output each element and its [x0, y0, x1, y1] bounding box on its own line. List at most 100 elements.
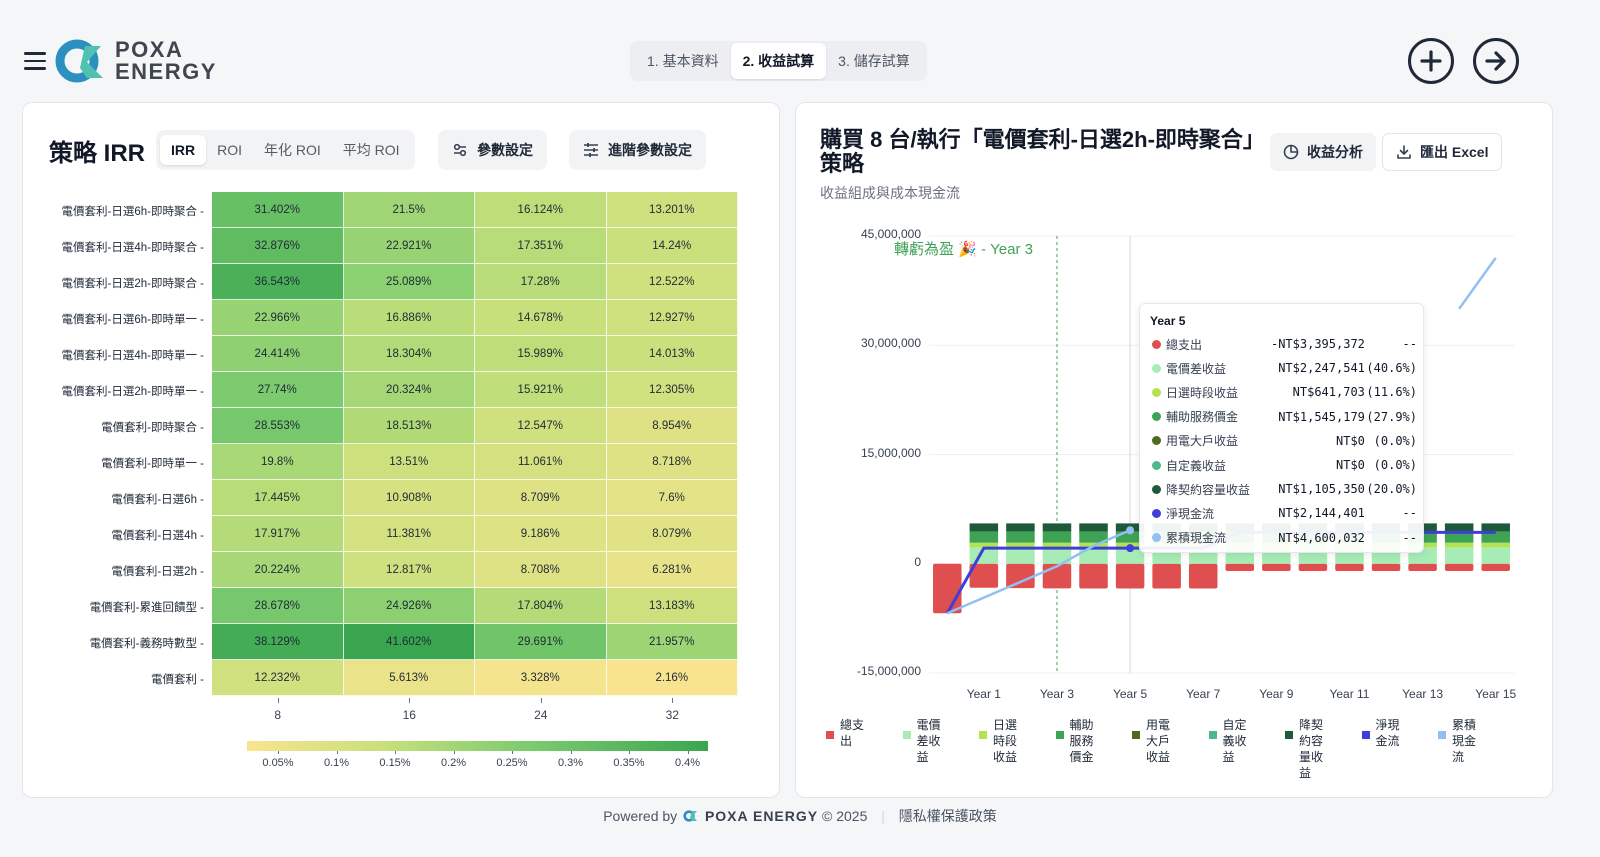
heatmap-cell[interactable]: 24.926%: [343, 588, 475, 624]
heatmap-cell[interactable]: 7.6%: [606, 480, 738, 516]
heatmap-cell[interactable]: 8.709%: [475, 480, 607, 516]
heatmap-cell[interactable]: 36.543%: [212, 264, 344, 300]
heatmap-cell[interactable]: 14.24%: [606, 228, 738, 264]
heatmap-cell[interactable]: 38.129%: [212, 624, 344, 660]
heatmap-cell[interactable]: 12.305%: [606, 372, 738, 408]
heatmap-cell[interactable]: 8.954%: [606, 408, 738, 444]
heatmap-cell[interactable]: 6.281%: [606, 552, 738, 588]
heatmap-cell[interactable]: 15.989%: [475, 336, 607, 372]
legend-item[interactable]: 電價差收益: [902, 717, 949, 765]
legend-swatch: [1055, 731, 1064, 739]
x-tick-label: Year 3: [1039, 687, 1075, 701]
heatmap-cell[interactable]: 8.079%: [606, 516, 738, 552]
heatmap-cell[interactable]: 41.602%: [343, 624, 475, 660]
heatmap-cell[interactable]: 17.28%: [475, 264, 607, 300]
heatmap-cell[interactable]: 12.232%: [212, 660, 344, 696]
heatmap-cell[interactable]: 17.351%: [475, 228, 607, 264]
heatmap-cell[interactable]: 19.8%: [212, 444, 344, 480]
heatmap-cell[interactable]: 14.678%: [475, 300, 607, 336]
legend-item[interactable]: 淨現金流: [1361, 717, 1408, 749]
legend-item[interactable]: 降契約容量收益: [1285, 717, 1331, 781]
heatmap-cell[interactable]: 8.708%: [475, 552, 607, 588]
step-tabs: 1. 基本資料 2. 收益試算 3. 儲存試算: [630, 41, 927, 81]
bar-日選時段收益: [1042, 542, 1072, 548]
heatmap-cell[interactable]: 13.51%: [343, 444, 475, 480]
heatmap-cell[interactable]: 20.324%: [343, 372, 475, 408]
heatmap-cell[interactable]: 18.513%: [343, 408, 475, 444]
heatmap-cell[interactable]: 24.414%: [212, 336, 344, 372]
revenue-analysis-button[interactable]: 收益分析: [1270, 133, 1376, 171]
export-excel-button[interactable]: 匯出 Excel: [1382, 133, 1503, 171]
bar-總支出: [1481, 563, 1510, 572]
heatmap-cell[interactable]: 8.718%: [606, 444, 738, 480]
heatmap-cell[interactable]: 32.876%: [212, 228, 344, 264]
legend-label: 降契約容量收益: [1299, 718, 1324, 780]
bar-總支出: [1335, 563, 1364, 572]
heatmap-cell[interactable]: 28.678%: [212, 588, 344, 624]
heatmap-cell[interactable]: 21.957%: [606, 624, 738, 660]
heatmap-cell[interactable]: 12.522%: [606, 264, 738, 300]
heatmap-cell[interactable]: 31.402%: [212, 192, 344, 228]
heatmap-col-label: 16: [402, 708, 416, 722]
adjustments-icon: [584, 143, 598, 157]
hamburger-menu-icon[interactable]: [24, 52, 46, 70]
heatmap-cell[interactable]: 25.089%: [343, 264, 475, 300]
heatmap-cell[interactable]: 11.381%: [343, 516, 475, 552]
add-button[interactable]: [1408, 38, 1454, 84]
bar-降契約容量收益: [1042, 523, 1072, 532]
bar-輔助服務價金: [969, 531, 999, 543]
tab-roi[interactable]: ROI: [217, 142, 243, 158]
next-button[interactable]: [1473, 38, 1519, 84]
scale-tick: [395, 751, 396, 754]
heatmap-cell[interactable]: 15.921%: [475, 372, 607, 408]
chart-subtitle: 收益組成與成本現金流: [820, 185, 960, 201]
heatmap-cell[interactable]: 2.16%: [606, 660, 738, 696]
heatmap-cell[interactable]: 17.917%: [212, 516, 344, 552]
tab-irr[interactable]: IRR: [160, 135, 207, 165]
heatmap-cell[interactable]: 22.966%: [212, 300, 344, 336]
heatmap-cell[interactable]: 11.061%: [475, 444, 607, 480]
heatmap-cell[interactable]: 29.691%: [475, 624, 607, 660]
param-settings-button[interactable]: 參數設定: [438, 130, 547, 170]
tab-average-roi[interactable]: 平均 ROI: [342, 142, 400, 158]
heatmap-cell[interactable]: 16.886%: [343, 300, 475, 336]
heatmap-cell[interactable]: 3.328%: [475, 660, 607, 696]
legend-item[interactable]: 用電大戶收益: [1132, 717, 1178, 765]
heatmap-cell[interactable]: 28.553%: [212, 408, 344, 444]
bar-電價差收益: [1444, 547, 1474, 564]
footer-powered: Powered by: [603, 808, 678, 824]
heatmap-cell[interactable]: 12.927%: [606, 300, 738, 336]
heatmap-cell[interactable]: 12.817%: [343, 552, 475, 588]
tab-save-calc[interactable]: 3. 儲存試算: [838, 53, 910, 69]
scale-tick: [453, 751, 455, 754]
legend-item[interactable]: 日選時段收益: [979, 717, 1025, 765]
heatmap-cell[interactable]: 20.224%: [212, 552, 344, 588]
heatmap-cell[interactable]: 13.183%: [606, 588, 738, 624]
heatmap-cell[interactable]: 9.186%: [475, 516, 607, 552]
heatmap-cell[interactable]: 10.908%: [343, 480, 475, 516]
legend-item[interactable]: 累積現金流: [1438, 717, 1484, 765]
heatmap-cell[interactable]: 17.804%: [475, 588, 607, 624]
advanced-settings-button[interactable]: 進階參數設定: [569, 130, 706, 170]
heatmap-cell[interactable]: 17.445%: [212, 480, 344, 516]
heatmap-cell[interactable]: 22.921%: [343, 228, 475, 264]
legend-item[interactable]: 總支出: [826, 717, 872, 749]
legend-item[interactable]: 自定義收益: [1208, 717, 1255, 765]
heatmap-cell[interactable]: 12.547%: [475, 408, 607, 444]
heatmap-cell[interactable]: 18.304%: [343, 336, 475, 372]
heatmap-cell[interactable]: 13.201%: [606, 192, 738, 228]
privacy-policy-link[interactable]: 隱私權保護政策: [898, 808, 997, 824]
tab-annual-roi[interactable]: 年化 ROI: [264, 142, 321, 158]
heatmap-cell[interactable]: 5.613%: [343, 660, 475, 696]
legend-swatch: [1361, 731, 1370, 739]
heatmap-cell[interactable]: 16.124%: [475, 192, 607, 228]
poxa-logo[interactable]: POXA ENERGY: [55, 38, 217, 84]
tooltip-value: NT$4,600,032: [1278, 530, 1365, 545]
tab-basic-info[interactable]: 1. 基本資料: [647, 53, 719, 69]
tab-revenue-calc[interactable]: 2. 收益試算: [730, 43, 827, 79]
heatmap-cell[interactable]: 21.5%: [343, 192, 475, 228]
heatmap-cell[interactable]: 14.013%: [606, 336, 738, 372]
heatmap-cell[interactable]: 27.74%: [212, 372, 344, 408]
heatmap-col-label: 24: [534, 708, 548, 722]
legend-item[interactable]: 輔助服務價金: [1055, 717, 1102, 765]
